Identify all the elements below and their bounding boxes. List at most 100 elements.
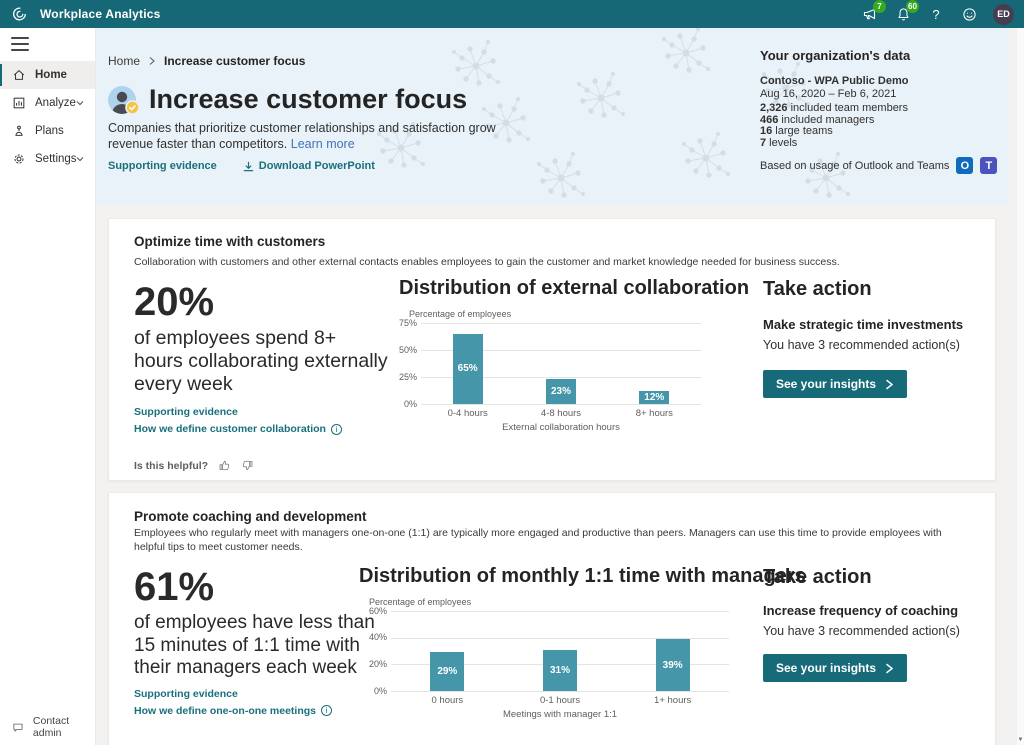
feedback-smiley-icon[interactable] [960, 5, 978, 23]
contact-admin-link[interactable]: Contact admin [0, 715, 95, 739]
topbar-actions: 7 60 ? ED [861, 0, 1014, 25]
chart-bar: 23% [545, 379, 576, 404]
chevron-right-icon [886, 379, 894, 389]
stat-value: 466 [760, 113, 779, 126]
org-stat-large-teams: 16 large teams [760, 125, 1008, 138]
bar-value-label: 12% [644, 392, 665, 404]
chart-gridline [421, 377, 701, 378]
announcements-badge: 7 [873, 0, 886, 13]
y-axis-tick-label: 0% [373, 685, 387, 696]
org-name: Contoso - WPA Public Demo [760, 75, 909, 87]
y-axis-tick-label: 0% [403, 398, 417, 409]
thumbs-up-icon[interactable] [218, 459, 231, 472]
stat-label: included team members [787, 102, 908, 114]
sidebar-item-plans[interactable]: Plans [0, 117, 95, 145]
chart-external-collaboration: Distribution of external collaboration P… [399, 276, 750, 433]
org-stat-levels: 7 levels [760, 136, 1008, 150]
vertical-scrollbar[interactable]: ▼ [1016, 28, 1024, 745]
take-action-section: Take action Increase frequency of coachi… [763, 564, 988, 682]
info-icon[interactable]: i [330, 423, 342, 435]
chevron-down-icon [76, 101, 84, 106]
learn-more-link[interactable]: Learn more [290, 137, 355, 151]
sidebar-item-label: Plans [35, 125, 64, 137]
top-bar: Workplace Analytics 7 60 ? [0, 0, 1024, 28]
x-axis-categories: 0 hours 0-1 hours 1+ hours [391, 695, 729, 706]
sidebar-item-analyze[interactable]: Analyze [0, 89, 95, 117]
breadcrumb-current: Increase customer focus [164, 54, 306, 68]
stat-value: 7 [760, 136, 767, 149]
user-avatar[interactable]: ED [993, 3, 1014, 25]
button-label: See your insights [776, 661, 877, 675]
thumbs-down-icon[interactable] [241, 459, 254, 472]
hamburger-menu-icon[interactable] [11, 37, 29, 51]
main-content: Home Increase customer focus Increase cu… [96, 28, 1016, 745]
y-axis-tick-label: 40% [368, 632, 387, 643]
stat-percentage: 20% [134, 280, 215, 324]
scrollbar-down-arrow[interactable]: ▼ [1017, 737, 1024, 743]
definition-link-label: How we define one-on-one meetings [134, 704, 317, 717]
org-stat-team-members: 2,326 included team members [760, 102, 1008, 115]
supporting-evidence-link[interactable]: Supporting evidence [134, 687, 238, 700]
definition-link-label: How we define customer collaboration [134, 423, 326, 435]
key-stat-section: 61% of employees have less than 15 minut… [134, 564, 392, 717]
breadcrumb: Home Increase customer focus [108, 54, 305, 68]
take-action-heading: Take action [763, 566, 872, 588]
page-description-text: Companies that prioritize customer relat… [108, 121, 496, 151]
see-your-insights-button[interactable]: See your insights [763, 654, 908, 682]
chart-bars: 65% 23% 12% [421, 323, 701, 404]
definition-link[interactable]: How we define one-on-one meetings i [134, 705, 392, 717]
sidebar-item-home[interactable]: Home [0, 61, 95, 89]
chart-gridline [421, 323, 701, 324]
chart-bars: 29% 31% 39% [391, 611, 729, 691]
y-axis-tick-label: 75% [398, 317, 417, 328]
chart-bar: 31% [543, 649, 577, 691]
y-axis-tick-label: 20% [368, 658, 387, 669]
chart-plot-area: 0% 25% 50% 75% 65% 23% 12% [399, 318, 701, 409]
stat-percentage: 61% [134, 565, 215, 609]
chart-title: Distribution of external collaboration [399, 277, 750, 299]
chart-bar-slot: 23% [514, 323, 607, 404]
stat-label: large teams [772, 125, 833, 138]
bar-value-label: 23% [550, 386, 571, 398]
app-title: Workplace Analytics [40, 7, 161, 21]
y-axis-label: Percentage of employees [369, 597, 472, 607]
x-axis-category-label: 4-8 hours [540, 408, 582, 419]
header-links-row: Supporting evidence Download PowerPoint [108, 160, 375, 172]
announcements-icon[interactable]: 7 [861, 0, 886, 23]
org-panel-title: Your organization's data [760, 48, 911, 63]
y-axis-tick-label: 25% [398, 371, 417, 382]
take-action-section: Take action Make strategic time investme… [763, 276, 988, 398]
download-powerpoint-link[interactable]: Download PowerPoint [243, 160, 375, 172]
chart-gridline [391, 691, 729, 692]
notifications-bell-icon[interactable]: 60 [894, 0, 919, 23]
download-powerpoint-label: Download PowerPoint [258, 160, 375, 172]
key-stat-section: 20% of employees spend 8+ hours collabor… [134, 279, 392, 435]
sidebar-item-settings[interactable]: Settings [0, 145, 95, 173]
home-icon [13, 70, 25, 80]
page-title: Increase customer focus [149, 84, 468, 114]
stat-value: 16 [760, 125, 773, 138]
info-icon[interactable]: i [321, 705, 333, 716]
stat-value: 2,326 [760, 102, 788, 114]
app-logo-swirl-icon [10, 5, 28, 23]
help-icon[interactable]: ? [932, 6, 940, 22]
stat-label: levels [766, 136, 798, 149]
breadcrumb-home-link[interactable]: Home [108, 54, 141, 68]
supporting-evidence-link[interactable]: Supporting evidence [134, 406, 238, 418]
see-your-insights-button[interactable]: See your insights [763, 370, 908, 398]
page-description: Companies that prioritize customer relat… [108, 120, 528, 152]
sidebar-item-label: Analyze [35, 97, 76, 109]
chart-bar: 12% [639, 391, 670, 404]
chart-gridline [421, 350, 701, 351]
x-axis-category-label: 0-1 hours [539, 695, 581, 706]
y-axis-tick-label: 50% [398, 344, 417, 355]
definition-link[interactable]: How we define customer collaboration i [134, 423, 392, 435]
sidebar-item-label: Home [35, 69, 67, 81]
supporting-evidence-link[interactable]: Supporting evidence [108, 160, 217, 172]
x-axis-category-label: 8+ hours [635, 408, 673, 419]
chart-bar: 39% [655, 639, 690, 691]
helpful-question: Is this helpful? [134, 459, 209, 472]
left-nav-sidebar: Home Analyze Plans Settings [0, 28, 96, 745]
chart-bar-slot: 29% [391, 611, 504, 691]
chevron-right-icon [886, 663, 894, 673]
